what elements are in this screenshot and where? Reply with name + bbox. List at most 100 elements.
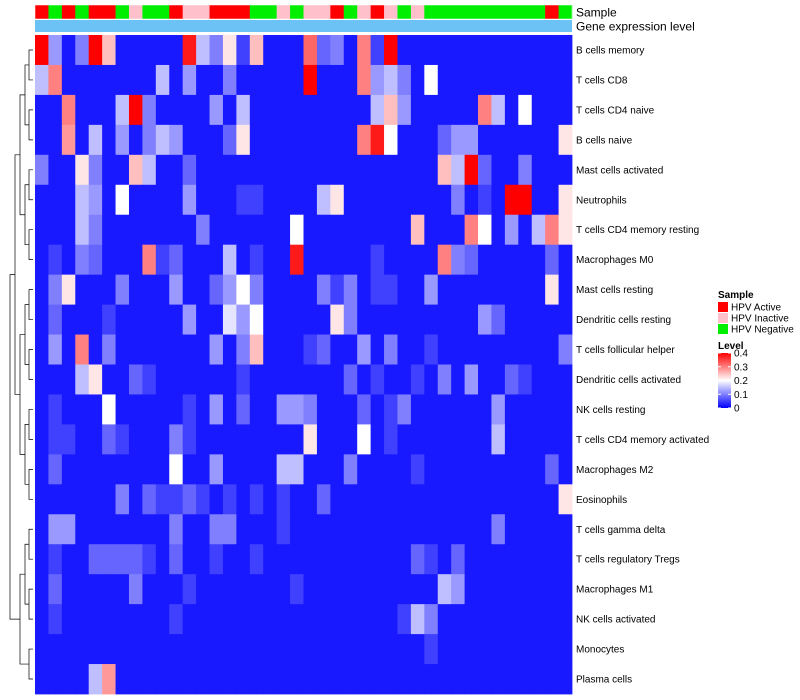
- heatmap-cell: [61, 184, 76, 216]
- dendrogram-branch: [24, 543, 29, 605]
- heatmap-cell: [61, 304, 76, 335]
- heatmap-cell: [222, 334, 237, 365]
- heatmap-cell: [303, 184, 318, 216]
- heatmap-cell: [437, 274, 452, 305]
- heatmap-cell: [316, 394, 331, 425]
- heatmap-cell: [518, 634, 533, 665]
- heatmap-cell: [330, 304, 345, 335]
- heatmap-cell: [75, 244, 90, 276]
- heatmap-cell: [35, 484, 49, 515]
- heatmap-cell: [209, 184, 224, 216]
- gene-expression-track: [35, 20, 572, 32]
- heatmap-cell: [410, 364, 425, 395]
- heatmap-cell: [397, 664, 412, 695]
- heatmap-cell: [182, 574, 197, 605]
- row-label: Macrophages M0: [576, 255, 654, 266]
- heatmap-cell: [182, 664, 197, 695]
- heatmap-cell: [558, 514, 573, 545]
- heatmap-cell: [249, 544, 264, 575]
- heatmap-cell: [48, 154, 63, 186]
- heatmap-cell: [531, 484, 546, 515]
- heatmap-cell: [222, 124, 237, 156]
- heatmap-cell: [249, 244, 264, 276]
- heatmap-cell: [249, 184, 264, 216]
- row-label: B cells naive: [576, 135, 633, 146]
- heatmap-cell: [169, 424, 184, 455]
- heatmap-cell: [357, 514, 372, 545]
- heatmap-cell: [222, 274, 237, 305]
- heatmap-cell: [491, 634, 506, 665]
- heatmap-cell: [35, 574, 49, 605]
- heatmap-cell: [330, 274, 345, 305]
- heatmap-cell: [437, 214, 452, 246]
- heatmap-cell: [464, 604, 479, 635]
- heatmap-cell: [558, 304, 573, 335]
- heatmap-cell: [61, 394, 76, 425]
- dendrogram-branch: [28, 648, 33, 680]
- heatmap-cell: [397, 544, 412, 575]
- heatmap-cell: [155, 364, 170, 395]
- heatmap-cell: [290, 334, 304, 365]
- heatmap-cell: [263, 184, 278, 216]
- heatmap-cell: [75, 124, 90, 156]
- heatmap-cell: [128, 454, 143, 485]
- heatmap-cell: [61, 484, 76, 515]
- heatmap-cell: [290, 634, 304, 665]
- heatmap-cell: [343, 424, 358, 455]
- heatmap-cell: [370, 604, 385, 635]
- heatmap-cell: [504, 484, 519, 515]
- heatmap-cell: [222, 364, 237, 395]
- heatmap-cell: [558, 664, 573, 695]
- heatmap-cell: [209, 64, 224, 96]
- heatmap-cell: [410, 544, 425, 575]
- heatmap-cell: [182, 304, 197, 335]
- heatmap-cell: [316, 214, 331, 246]
- heatmap-cell: [196, 124, 210, 156]
- heatmap-cell: [222, 484, 237, 515]
- heatmap-cell: [545, 274, 559, 305]
- heatmap-cell: [437, 35, 452, 66]
- heatmap-cell: [276, 64, 291, 96]
- heatmap-cell: [48, 664, 63, 695]
- heatmap-cell: [35, 604, 49, 635]
- heatmap-cell: [410, 574, 425, 605]
- heatmap-cell: [343, 364, 358, 395]
- heatmap-cell: [196, 364, 210, 395]
- row-label: T cells regulatory Tregs: [576, 555, 680, 566]
- heatmap-cell: [518, 574, 533, 605]
- heatmap-cell: [196, 214, 210, 246]
- sample-cell: [330, 5, 345, 19]
- dendrogram-branch: [19, 94, 25, 216]
- track-label-sample: Sample: [576, 6, 617, 20]
- heatmap-cell: [518, 64, 533, 96]
- heatmap-cell: [102, 94, 116, 126]
- heatmap-cell: [478, 394, 492, 425]
- heatmap-cell: [491, 484, 506, 515]
- heatmap-cell: [330, 244, 345, 276]
- heatmap-cell: [545, 304, 559, 335]
- heatmap-cell: [545, 244, 559, 276]
- heatmap-cell: [75, 334, 90, 365]
- dendrogram-branch: [28, 588, 33, 620]
- heatmap-cell: [35, 334, 49, 365]
- heatmap-cell: [182, 544, 197, 575]
- heatmap-cell: [531, 124, 546, 156]
- heatmap-cell: [115, 514, 130, 545]
- row-label: NK cells activated: [576, 615, 655, 626]
- heatmap-cell: [518, 394, 533, 425]
- heatmap-cell: [48, 514, 63, 545]
- heatmap-cell: [182, 184, 197, 216]
- heatmap-cell: [61, 35, 76, 66]
- heatmap-cell: [384, 274, 398, 305]
- heatmap-cell: [128, 604, 143, 635]
- heatmap-cell: [343, 394, 358, 425]
- heatmap-cell: [545, 604, 559, 635]
- heatmap-cells: [35, 35, 573, 695]
- heatmap-cell: [249, 94, 264, 126]
- heatmap-cell: [222, 634, 237, 665]
- heatmap-cell: [128, 364, 143, 395]
- heatmap-cell: [303, 544, 318, 575]
- heatmap-cell: [437, 634, 452, 665]
- sample-cell: [410, 5, 425, 19]
- heatmap-cell: [531, 574, 546, 605]
